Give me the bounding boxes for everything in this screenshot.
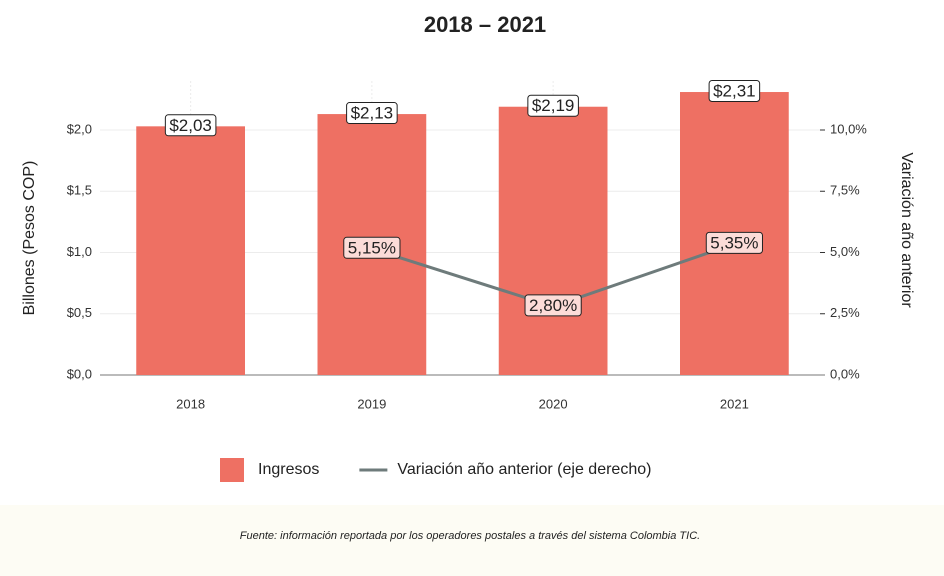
- y2-tick-label: 10,0%: [830, 121, 867, 136]
- data-label-box: [708, 80, 761, 103]
- data-label: $2,19: [532, 96, 575, 115]
- legend-label: Ingresos: [258, 461, 319, 478]
- y-axis-title: Billones (Pesos COP): [21, 161, 38, 316]
- source-note: Fuente: información reportada por los op…: [240, 530, 700, 542]
- data-label: $2,03: [169, 116, 212, 135]
- y-tick-label: $1,0: [67, 244, 92, 259]
- y2-tick-label: 2,5%: [830, 305, 860, 320]
- y2-axis-title: Variación año anterior: [898, 152, 915, 308]
- data-label-box: [164, 114, 217, 137]
- y-tick-label: $0,0: [67, 366, 92, 381]
- y2-tick-label: 5,0%: [830, 244, 860, 259]
- data-label-box: [524, 294, 582, 317]
- y2-tick-label: 7,5%: [830, 183, 860, 198]
- legend-swatch: [220, 458, 244, 482]
- data-label-box: [343, 236, 401, 259]
- data-label: $2,13: [351, 104, 394, 123]
- data-label-box: [346, 102, 398, 125]
- y-tick-label: $0,5: [67, 305, 92, 320]
- chart-title: 2018 – 2021: [424, 12, 546, 37]
- data-label: $2,31: [713, 82, 756, 101]
- y-tick-label: $1,5: [67, 183, 92, 198]
- legend-label: Variación año anterior (eje derecho): [397, 461, 651, 478]
- data-label: 5,15%: [348, 238, 396, 257]
- data-label-box: [705, 231, 763, 254]
- x-tick-label: 2020: [539, 396, 568, 411]
- data-label-box: [527, 94, 579, 117]
- footer-background: [0, 505, 944, 576]
- data-label: 2,80%: [529, 296, 577, 315]
- y-tick-label: $2,0: [67, 121, 92, 136]
- bar: [498, 106, 608, 375]
- bar: [136, 126, 245, 375]
- y2-tick-label: 0,0%: [830, 366, 860, 381]
- x-tick-label: 2021: [720, 396, 749, 411]
- data-label: 5,35%: [710, 233, 758, 252]
- x-tick-label: 2019: [357, 396, 386, 411]
- x-tick-label: 2018: [176, 396, 205, 411]
